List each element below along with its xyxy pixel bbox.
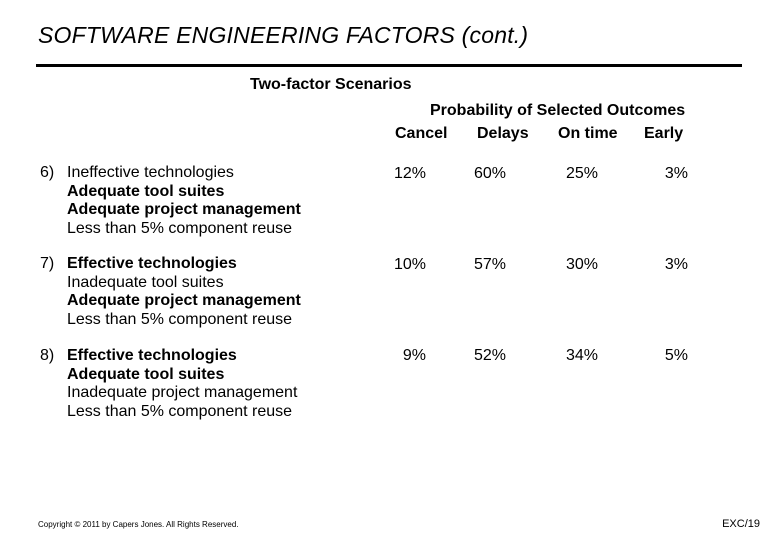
column-header-early: Early (644, 125, 684, 142)
value-delays: 57% (473, 256, 506, 273)
outcomes-group-title: Probability of Selected Outcomes (430, 102, 686, 119)
value-on-time: 30% (565, 256, 598, 273)
subtitle: Two-factor Scenarios (250, 76, 412, 93)
slide-number: EXC/19 (722, 518, 760, 530)
column-header-cancel: Cancel (395, 125, 448, 142)
value-on-time: 34% (565, 347, 598, 364)
factor-line: Inadequate tool suites (67, 273, 224, 291)
value-cancel: 12% (393, 165, 426, 182)
title-divider (36, 64, 742, 67)
factor-line: Adequate tool suites (67, 365, 225, 383)
factor-line: Ineffective technologies (67, 164, 234, 181)
scenario-number: 8) (40, 347, 55, 364)
factor-line: Less than 5% component reuse (67, 219, 293, 237)
value-early: 3% (664, 165, 688, 182)
page-title: SOFTWARE ENGINEERING FACTORS (cont.) (38, 22, 529, 48)
factor-line: Effective technologies (67, 255, 237, 272)
copyright-notice: Copyright © 2011 by Capers Jones. All Ri… (38, 520, 239, 529)
value-on-time: 25% (565, 165, 598, 182)
scenario-number: 6) (40, 164, 55, 181)
value-delays: 60% (473, 165, 506, 182)
factor-line: Adequate project management (67, 201, 301, 218)
column-header-on-time: On time (558, 125, 618, 142)
scenario-factors: Effective technologies Inadequate tool s… (67, 255, 301, 329)
value-cancel: 10% (393, 256, 426, 273)
scenario-number: 7) (40, 255, 55, 272)
factor-line: Less than 5% component reuse (67, 402, 293, 420)
scenario-factors: Effective technologies Adequate tool sui… (67, 347, 297, 421)
column-header-delays: Delays (477, 125, 529, 142)
factor-line: Adequate tool suites (67, 182, 225, 200)
factor-line: Less than 5% component reuse (67, 310, 293, 328)
value-early: 5% (664, 347, 688, 364)
value-cancel: 9% (402, 347, 426, 364)
factor-line: Inadequate project management (67, 384, 298, 401)
value-delays: 52% (473, 347, 506, 364)
value-early: 3% (664, 256, 688, 273)
factor-line: Effective technologies (67, 347, 237, 364)
scenario-factors: Ineffective technologies Adequate tool s… (67, 164, 301, 238)
factor-line: Adequate project management (67, 292, 301, 309)
